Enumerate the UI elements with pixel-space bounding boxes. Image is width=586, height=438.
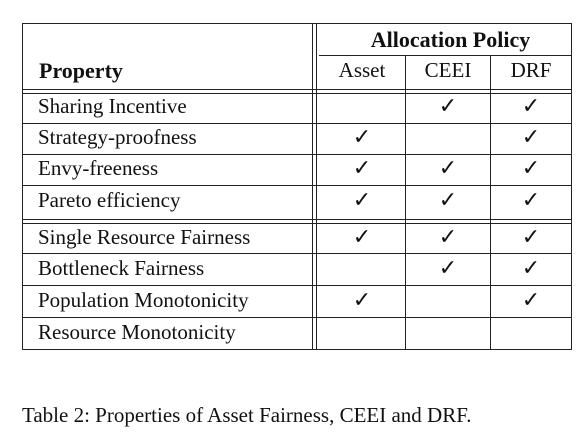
property-header: Property (39, 58, 123, 83)
check-population-monotonicity-drf: ✓ (521, 288, 541, 313)
check-single-resource-fairness-drf: ✓ (521, 225, 541, 250)
check-sharing-incentive-ceei: ✓ (438, 94, 458, 119)
check-pareto-efficiency-drf: ✓ (521, 188, 541, 213)
row-line (22, 317, 572, 318)
row-label-bottleneck-fairness: Bottleneck Fairness (38, 256, 205, 280)
ceei-drf-divider (490, 56, 491, 350)
properties-table: Allocation Policy Property Asset CEEI DR… (22, 23, 572, 350)
allocation-policy-header: Allocation Policy (370, 27, 531, 52)
row-label-resource-monotonicity: Resource Monotonicity (38, 320, 236, 344)
row-line (22, 154, 572, 155)
row-label-strategy-proofness: Strategy-proofness (38, 125, 197, 149)
policy-header-underline (319, 55, 572, 56)
row-label-envy-freeness: Envy-freeness (38, 156, 159, 180)
check-envy-freeness-ceei: ✓ (438, 156, 458, 181)
row-line (22, 253, 572, 254)
row-label-single-resource-fairness: Single Resource Fairness (38, 225, 251, 249)
column-header-ceei: CEEI (424, 58, 472, 82)
row-label-population-monotonicity: Population Monotonicity (38, 288, 249, 312)
check-pareto-efficiency-asset: ✓ (352, 188, 372, 213)
check-envy-freeness-asset: ✓ (352, 156, 372, 181)
table-top-border (22, 23, 572, 24)
header-bottom-border-2 (22, 93, 572, 94)
row-line (22, 123, 572, 124)
table-left-border (22, 23, 23, 350)
row-label-pareto-efficiency: Pareto efficiency (38, 188, 181, 212)
check-single-resource-fairness-ceei: ✓ (438, 225, 458, 250)
property-divider-1 (312, 23, 313, 350)
table-bottom-border (22, 349, 572, 350)
check-pareto-efficiency-ceei: ✓ (438, 188, 458, 213)
column-header-asset: Asset (338, 58, 386, 82)
check-envy-freeness-drf: ✓ (521, 156, 541, 181)
table-caption: Table 2: Properties of Asset Fairness, C… (22, 403, 472, 427)
property-divider-2 (316, 23, 317, 350)
check-sharing-incentive-drf: ✓ (521, 94, 541, 119)
table-right-border (571, 23, 572, 350)
row-label-sharing-incentive: Sharing Incentive (38, 94, 187, 118)
group-separator-1 (22, 219, 572, 220)
check-single-resource-fairness-asset: ✓ (352, 225, 372, 250)
check-bottleneck-fairness-ceei: ✓ (438, 256, 458, 281)
check-bottleneck-fairness-drf: ✓ (521, 256, 541, 281)
check-strategy-proofness-asset: ✓ (352, 125, 372, 150)
group-separator-2 (22, 223, 572, 224)
check-strategy-proofness-drf: ✓ (521, 125, 541, 150)
row-line (22, 285, 572, 286)
check-population-monotonicity-asset: ✓ (352, 288, 372, 313)
asset-ceei-divider (405, 56, 406, 350)
header-bottom-border-1 (22, 89, 572, 90)
column-header-drf: DRF (510, 58, 552, 82)
row-line (22, 185, 572, 186)
